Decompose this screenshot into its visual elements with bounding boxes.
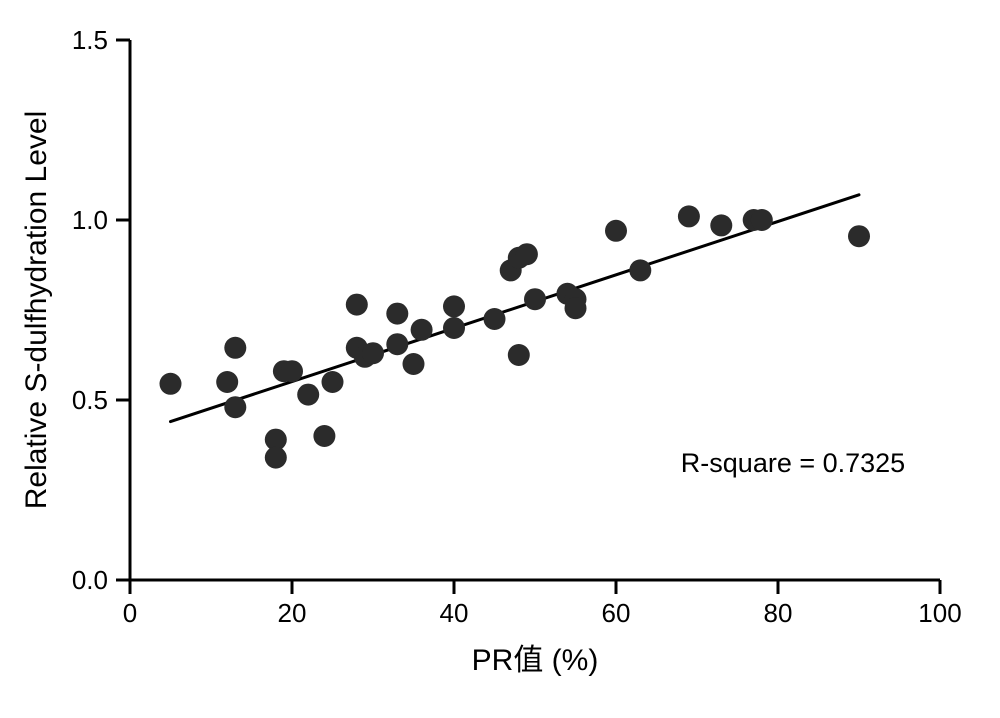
data-point bbox=[629, 259, 651, 281]
data-point bbox=[751, 209, 773, 231]
data-point bbox=[160, 373, 182, 395]
data-point bbox=[848, 225, 870, 247]
y-tick-label: 0.5 bbox=[72, 385, 108, 415]
data-point bbox=[484, 308, 506, 330]
data-point bbox=[346, 294, 368, 316]
data-point bbox=[508, 344, 530, 366]
scatter-chart: 0 20 40 60 80 100 PR值 (%) 0.0 0.5 1.0 1.5 Relative … bbox=[0, 0, 1000, 718]
x-axis-label: PR值 (%) bbox=[472, 644, 599, 677]
data-point bbox=[224, 396, 246, 418]
r-square-annotation: R-square = 0.7325 bbox=[681, 448, 905, 478]
data-point bbox=[605, 220, 627, 242]
x-tick-label: 100 bbox=[918, 598, 961, 628]
data-point bbox=[386, 333, 408, 355]
data-point bbox=[411, 319, 433, 341]
data-point bbox=[322, 371, 344, 393]
x-tick-label: 80 bbox=[764, 598, 793, 628]
data-point bbox=[403, 353, 425, 375]
x-tick-label: 0 bbox=[123, 598, 137, 628]
x-tick-label: 20 bbox=[278, 598, 307, 628]
x-tick-label: 40 bbox=[440, 598, 469, 628]
x-tick-label: 60 bbox=[602, 598, 631, 628]
data-point bbox=[516, 243, 538, 265]
data-point bbox=[216, 371, 238, 393]
data-point bbox=[362, 342, 384, 364]
data-point bbox=[710, 214, 732, 236]
data-point bbox=[224, 337, 246, 359]
data-point bbox=[313, 425, 335, 447]
y-tick-label: 0.0 bbox=[72, 565, 108, 595]
data-point bbox=[386, 303, 408, 325]
y-tick-label: 1.0 bbox=[72, 205, 108, 235]
data-point bbox=[678, 205, 700, 227]
y-axis-label: Relative S-dulfhydration Level bbox=[20, 111, 53, 510]
data-point bbox=[265, 447, 287, 469]
y-tick-label: 1.5 bbox=[72, 25, 108, 55]
data-point bbox=[281, 360, 303, 382]
data-point bbox=[565, 297, 587, 319]
data-point bbox=[443, 317, 465, 339]
data-point bbox=[297, 384, 319, 406]
data-point bbox=[524, 288, 546, 310]
data-point bbox=[443, 295, 465, 317]
